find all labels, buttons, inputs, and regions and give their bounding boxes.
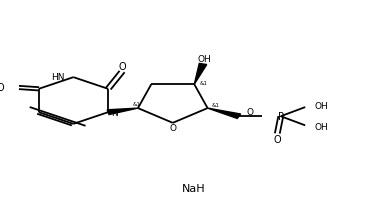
Text: NaH: NaH bbox=[182, 183, 205, 193]
Polygon shape bbox=[107, 108, 138, 115]
Text: P: P bbox=[278, 112, 284, 122]
Text: HN: HN bbox=[51, 72, 65, 81]
Text: N: N bbox=[111, 108, 118, 117]
Polygon shape bbox=[208, 108, 241, 119]
Text: OH: OH bbox=[198, 55, 212, 64]
Text: &1: &1 bbox=[211, 102, 219, 107]
Polygon shape bbox=[194, 64, 207, 85]
Text: &1: &1 bbox=[200, 81, 208, 86]
Text: OH: OH bbox=[315, 101, 329, 110]
Text: O: O bbox=[0, 82, 4, 92]
Text: &1: &1 bbox=[132, 101, 140, 106]
Text: O: O bbox=[169, 123, 176, 132]
Text: O: O bbox=[273, 134, 281, 144]
Text: O: O bbox=[118, 62, 126, 72]
Text: O: O bbox=[247, 108, 254, 117]
Text: OH: OH bbox=[315, 123, 329, 132]
